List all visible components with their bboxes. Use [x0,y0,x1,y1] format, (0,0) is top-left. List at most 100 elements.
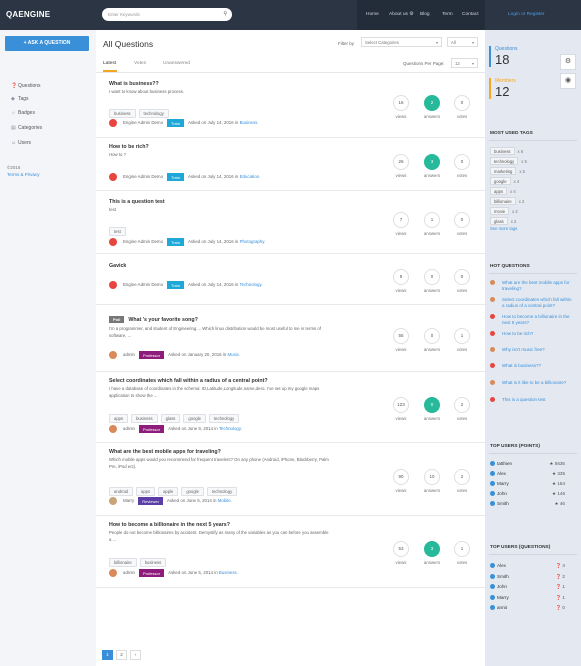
question-title[interactable]: This is a question test [109,199,165,205]
tag-chip[interactable]: technology [208,414,240,423]
category-link[interactable]: Mobile. [217,498,232,504]
avatar[interactable] [109,119,117,127]
hot-question-link[interactable]: This is a question test [490,397,575,403]
tag-chip[interactable]: apple [158,487,179,496]
category-link[interactable]: Photography. [239,239,266,245]
top-user-row[interactable]: John ❓ 1 [490,584,575,590]
page-2-button[interactable]: 2 [116,650,127,660]
author-name[interactable]: admin [123,570,135,576]
nav-blog[interactable]: Blog [420,12,430,17]
category-link[interactable]: Business. [218,570,238,576]
tag-chip[interactable]: business [131,414,158,423]
status-select[interactable]: All ▾ [447,37,478,47]
hot-question-link[interactable]: Select coordinates which fall within a r… [490,297,575,309]
author-name[interactable]: Engine Admin Demo [123,174,164,180]
sidebar-item-badges[interactable]: ☼ Badges [11,110,35,116]
sidebar-tag[interactable]: glass x 2 [490,217,516,225]
author-name[interactable]: Engine Admin Demo [123,282,164,288]
author-name[interactable]: Engine Admin Demo [123,239,164,245]
hot-question-link[interactable]: What is business?? [490,363,575,369]
question-title[interactable]: Select coordinates which fall within a r… [109,378,268,384]
category-link[interactable]: Education. [239,174,261,180]
nav-term[interactable]: Term [442,12,453,17]
hot-question-link[interactable]: What is it like to be a billionaire? [490,380,575,386]
avatar[interactable] [109,569,117,577]
search-input[interactable]: Enter Keywords ⚲ [102,8,232,21]
tag-chip[interactable]: android [109,487,133,496]
nav-contact[interactable]: Contact [462,12,479,17]
gear-icon[interactable]: ⚙ [560,54,576,70]
top-user-row[interactable]: tatthien ★ 5636 [490,461,575,467]
category-link[interactable]: Technology. [239,282,263,288]
sidebar-tag[interactable]: billionaire x 2 [490,197,524,205]
sidebar-tag[interactable]: google x 4 [490,177,519,185]
settings-icon[interactable]: ◉ [560,73,576,89]
question-title[interactable]: How to be rich? [109,144,149,150]
login-register-link[interactable]: Login or Register [508,12,545,17]
avatar[interactable] [109,425,117,433]
top-user-row[interactable]: Alex ★ 335 [490,471,575,477]
author-name[interactable]: admin [123,426,135,432]
tab-unanswered[interactable]: Unanswered [163,61,190,66]
nav-about[interactable]: About us ⚙ [389,12,414,17]
top-user-row[interactable]: Marry ❓ 1 [490,595,575,600]
avatar[interactable] [109,497,117,505]
tag-chip[interactable]: apps [135,487,156,496]
question-title[interactable]: Gavick [109,263,126,269]
tag-chip[interactable]: google [181,487,204,496]
tag-chip[interactable]: glass [160,414,181,423]
category-link[interactable]: Music. [227,352,241,358]
avatar[interactable] [109,173,117,181]
author-name[interactable]: Marry [123,498,135,504]
question-title[interactable]: What are the best mobile apps for travel… [109,449,221,455]
hot-question-link[interactable]: What are the best mobile apps for travel… [490,280,575,292]
sidebar-item-users[interactable]: ☺ Users [11,140,31,146]
avatar[interactable] [109,238,117,246]
tag-chip[interactable]: billionaire [109,558,137,567]
sidebar-tag[interactable]: marketing x 5 [490,167,525,175]
author-name[interactable]: Engine Admin Demo [123,120,164,126]
page-1-button[interactable]: 1 [102,650,113,660]
terms-link[interactable]: Terms & Privacy [7,172,40,177]
tag-chip[interactable]: test [109,227,126,236]
hot-question-link[interactable]: Why isn't music free? [490,347,575,353]
sidebar-tag[interactable]: technology x 5 [490,157,527,165]
sidebar-tag[interactable]: business x 6 [490,147,523,155]
avatar[interactable] [109,351,117,359]
author-name[interactable]: admin [123,352,135,358]
tag-chip[interactable]: technology [206,487,238,496]
top-user-row[interactable]: Smith ★ 46 [490,501,575,507]
question-title[interactable]: How to become a billionaire in the next … [109,522,230,528]
category-link[interactable]: Business. [239,120,259,126]
tag-chip[interactable]: business [139,558,167,567]
question-title[interactable]: What is business?? [109,81,159,87]
next-page-button[interactable]: › [130,650,141,660]
tab-latest[interactable]: Latest [103,61,117,66]
tag-chip[interactable]: apps [109,414,129,423]
search-icon[interactable]: ⚲ [223,11,227,17]
question-title[interactable]: Poll What 's your favorite song? [109,316,198,323]
tab-votes[interactable]: Votes [134,61,147,66]
see-more-tags-link[interactable]: See more tags [490,226,518,231]
hot-question-link[interactable]: How to become a billionaire in the next … [490,314,575,326]
tag-chip[interactable]: business [109,109,136,118]
top-user-row[interactable]: annit ❓ 0 [490,605,575,611]
sidebar-item-categories[interactable]: ▤ Categories [11,125,42,131]
sidebar-item-tags[interactable]: ◆ Tags [11,96,29,102]
top-user-row[interactable]: Smith ❓ 2 [490,574,575,579]
top-user-row[interactable]: Alex ❓ 4 [490,563,575,569]
top-user-row[interactable]: John ★ 146 [490,491,575,497]
per-page-select[interactable]: 12 ▾ [451,58,478,68]
category-link[interactable]: Technology. [218,426,242,432]
site-logo[interactable]: QAENGINE [6,10,51,19]
tag-chip[interactable]: technology [138,109,169,118]
top-user-row[interactable]: Marry ★ 184 [490,481,575,487]
tag-chip[interactable]: google [183,414,206,423]
avatar[interactable] [109,281,117,289]
nav-home[interactable]: Home [366,12,379,17]
ask-question-button[interactable]: + ASK A QUESTION [5,36,89,51]
sidebar-tag[interactable]: apps x 4 [490,187,516,195]
sidebar-item-questions[interactable]: ❓Questions [11,83,41,89]
hot-question-link[interactable]: How to be rich? [490,331,575,337]
sidebar-tag[interactable]: movie x 2 [490,207,518,215]
